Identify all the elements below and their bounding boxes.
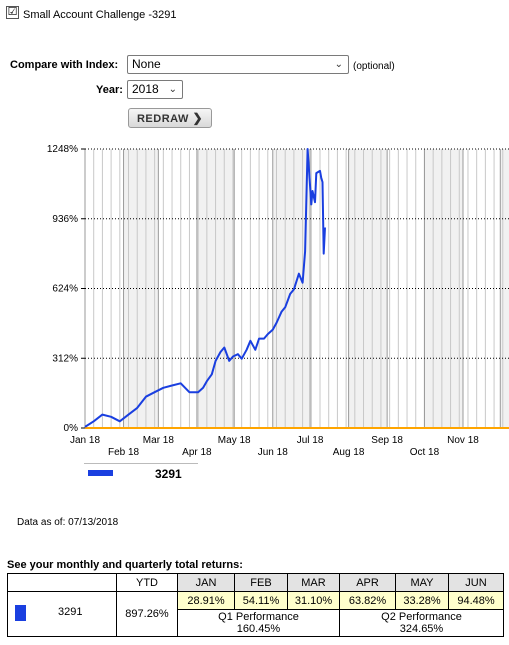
month-header-mar: MAR xyxy=(287,573,340,592)
legend-label: 3291 xyxy=(155,467,182,481)
series-color-swatch xyxy=(15,605,26,621)
y-tick-label: 936% xyxy=(52,214,78,225)
month-header-may: MAY xyxy=(395,573,449,592)
month-header-jan: JAN xyxy=(177,573,235,592)
month-band xyxy=(500,149,509,428)
x-tick-label: Aug 18 xyxy=(333,447,365,458)
month-value-mar: 31.10% xyxy=(287,591,340,610)
legend-divider xyxy=(84,463,198,464)
month-header-jun: JUN xyxy=(448,573,504,592)
performance-chart: 0% 312% 624% 936% 1248% Jan 18 Mar 18 May 18 Ju… xyxy=(47,144,509,458)
returns-header-row: YTD JAN FEB MAR APR MAY JUN xyxy=(7,573,504,592)
data-as-of: Data as of: 07/13/2018 xyxy=(17,517,119,528)
month-band xyxy=(272,149,311,428)
month-header-feb: FEB xyxy=(234,573,288,592)
quarter-cell-q1: Q1 Performance 160.45% xyxy=(177,609,340,637)
redraw-button[interactable]: REDRAW ❯ xyxy=(128,108,212,128)
compare-index-select[interactable]: None ⌄ xyxy=(127,55,349,74)
series-name: 3291 xyxy=(58,606,83,618)
x-tick-label: May 18 xyxy=(218,435,251,446)
account-checkbox[interactable]: ☑ xyxy=(6,6,19,19)
returns-table: YTD JAN FEB MAR APR MAY JUN 3291 897.26%… xyxy=(7,573,504,637)
chevron-down-icon: ⌄ xyxy=(334,59,343,70)
compare-label: Compare with Index: xyxy=(10,59,119,71)
x-tick-label: Nov 18 xyxy=(447,435,479,446)
quarter-value: 324.65% xyxy=(399,623,444,635)
redraw-label: REDRAW xyxy=(136,113,189,125)
x-tick-label: Sep 18 xyxy=(371,435,403,446)
year-select[interactable]: 2018 ⌄ xyxy=(127,80,183,99)
month-value-may: 33.28% xyxy=(395,591,449,610)
month-value-apr: 63.82% xyxy=(339,591,396,610)
header-blank-cell xyxy=(7,573,117,592)
series-line-3291 xyxy=(84,148,326,428)
arrow-right-icon: ❯ xyxy=(192,111,203,125)
x-tick-label: Oct 18 xyxy=(410,447,440,458)
y-tick-label: 0% xyxy=(64,423,79,434)
month-value-jan: 28.91% xyxy=(177,591,235,610)
x-tick-label: Jun 18 xyxy=(258,447,288,458)
account-label: Small Account Challenge -3291 xyxy=(23,9,177,21)
chart-y-axis-labels: 0% 312% 624% 936% 1248% xyxy=(47,144,78,434)
y-tick-label: 312% xyxy=(52,353,78,364)
chevron-down-icon: ⌄ xyxy=(168,84,177,95)
returns-monthly-row: 3291 897.26% 28.91% 54.11% 31.10% 63.82%… xyxy=(7,591,504,637)
ytd-value: 897.26% xyxy=(116,591,178,637)
chart-horizontal-grid xyxy=(81,148,509,429)
returns-heading: See your monthly and quarterly total ret… xyxy=(7,559,243,571)
x-tick-label: Feb 18 xyxy=(108,447,140,458)
returns-quarter-row: Q1 Performance 160.45% Q2 Performance 32… xyxy=(8,609,504,637)
quarter-label: Q1 Performance xyxy=(218,611,299,623)
x-tick-label: Jan 18 xyxy=(70,435,100,446)
x-tick-label: Jul 18 xyxy=(297,435,324,446)
year-label: Year: xyxy=(96,84,123,96)
year-value: 2018 xyxy=(132,82,159,96)
month-band xyxy=(123,149,159,428)
legend-swatch xyxy=(88,470,113,476)
quarter-label: Q2 Performance xyxy=(381,611,462,623)
x-tick-label: Apr 18 xyxy=(182,447,212,458)
quarter-value: 160.45% xyxy=(236,623,281,635)
compare-index-value: None xyxy=(132,57,161,71)
series-name-cell: 3291 xyxy=(7,591,117,637)
month-value-feb: 54.11% xyxy=(234,591,288,610)
month-header-apr: APR xyxy=(339,573,396,592)
y-tick-label: 1248% xyxy=(47,144,78,155)
ytd-header: YTD xyxy=(116,573,178,592)
optional-note: (optional) xyxy=(353,61,395,72)
month-value-jun: 94.48% xyxy=(448,591,504,610)
chart-series xyxy=(84,148,326,428)
x-tick-label: Mar 18 xyxy=(143,435,175,446)
y-tick-label: 624% xyxy=(52,284,78,295)
quarter-cell-q2: Q2 Performance 324.65% xyxy=(339,609,504,637)
